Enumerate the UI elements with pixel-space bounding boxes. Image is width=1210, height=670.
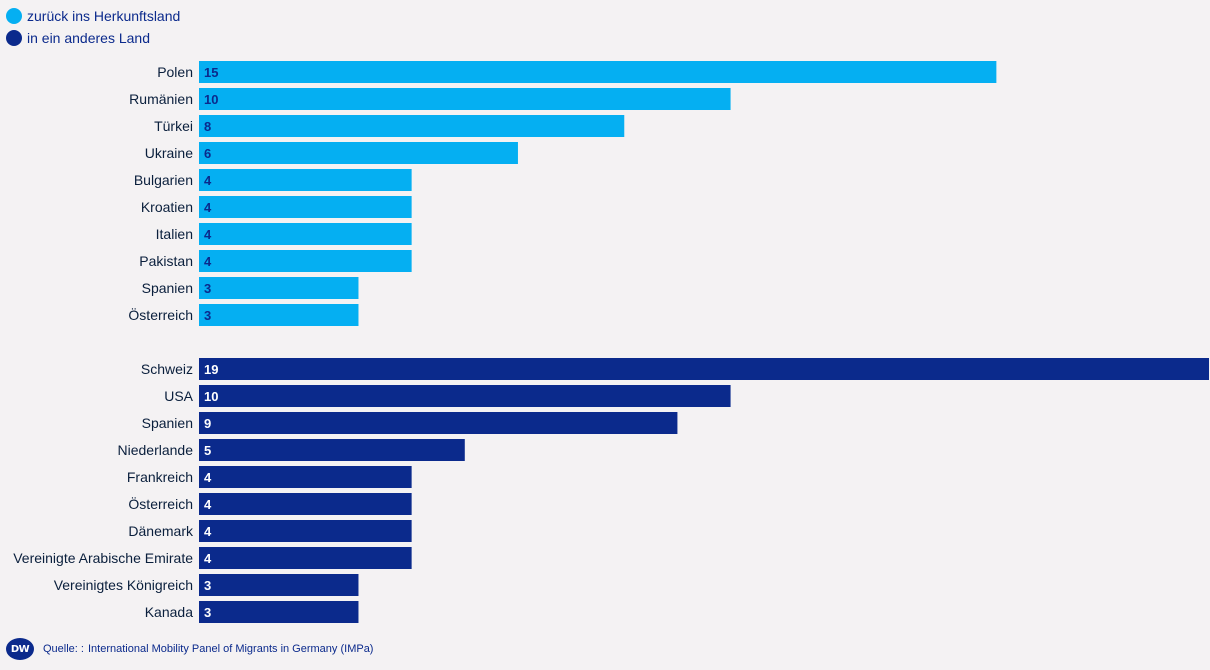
bar-ukraine	[199, 142, 518, 164]
category-label-schweiz: Schweiz	[141, 361, 193, 377]
bar-niederlande	[199, 439, 465, 461]
bar-rumänien	[199, 88, 731, 110]
category-label-ukraine: Ukraine	[145, 145, 193, 161]
value-label-schweiz: 19	[204, 362, 218, 377]
value-label-spanien: 9	[204, 416, 211, 431]
value-label-niederlande: 5	[204, 443, 211, 458]
bar-spanien	[199, 412, 678, 434]
value-label-frankreich: 4	[204, 470, 212, 485]
value-label-usa: 10	[204, 389, 218, 404]
value-label-türkei: 8	[204, 119, 211, 134]
value-label-kanada: 3	[204, 605, 211, 620]
value-label-vereinigte-arabische-emirate: 4	[204, 551, 212, 566]
bar-usa	[199, 385, 731, 407]
category-label-österreich: Österreich	[128, 495, 193, 512]
value-label-pakistan: 4	[204, 254, 212, 269]
bar-vereinigtes-königreich	[199, 574, 359, 596]
category-label-polen: Polen	[157, 64, 193, 80]
category-label-dänemark: Dänemark	[128, 523, 194, 539]
category-label-rumänien: Rumänien	[129, 91, 193, 107]
value-label-italien: 4	[204, 227, 212, 242]
category-label-italien: Italien	[156, 226, 193, 242]
legend-label-other: in ein anderes Land	[27, 30, 150, 46]
source-text: International Mobility Panel of Migrants…	[87, 643, 374, 655]
dw-logo: DW	[6, 638, 34, 660]
bar-österreich	[199, 304, 359, 326]
bar-türkei	[199, 115, 625, 137]
value-label-österreich: 3	[204, 308, 211, 323]
value-label-spanien: 3	[204, 281, 211, 296]
category-label-kroatien: Kroatien	[141, 199, 193, 215]
category-label-bulgarien: Bulgarien	[134, 172, 193, 188]
category-label-türkei: Türkei	[154, 118, 193, 134]
bar-kroatien	[199, 196, 412, 218]
bar-polen	[199, 61, 997, 83]
value-label-österreich: 4	[204, 497, 212, 512]
bar-frankreich	[199, 466, 412, 488]
value-label-bulgarien: 4	[204, 173, 212, 188]
category-label-pakistan: Pakistan	[139, 253, 193, 269]
source-label: Quelle: :	[43, 643, 84, 655]
category-label-frankreich: Frankreich	[127, 469, 193, 485]
category-label-spanien: Spanien	[142, 415, 193, 431]
bar-kanada	[199, 601, 359, 623]
bar-schweiz	[199, 358, 1209, 380]
bar-chart: Polen 15 Rumänien 10 Türkei 8 Ukraine 6 Bulgarie…	[13, 61, 1209, 623]
value-label-vereinigtes-königreich: 3	[204, 578, 211, 593]
value-label-polen: 15	[204, 65, 218, 80]
bar-österreich	[199, 493, 412, 515]
category-label-usa: USA	[164, 388, 193, 404]
legend-item-return: zurück ins Herkunftsland	[6, 5, 180, 27]
value-label-kroatien: 4	[204, 200, 212, 215]
legend-swatch-other	[6, 30, 22, 46]
category-label-kanada: Kanada	[145, 604, 193, 620]
legend-label-return: zurück ins Herkunftsland	[27, 8, 181, 24]
bar-italien	[199, 223, 412, 245]
bar-spanien	[199, 277, 359, 299]
legend-swatch-return	[6, 8, 22, 24]
legend: zurück ins Herkunftsland in ein anderes …	[6, 5, 180, 49]
category-label-spanien: Spanien	[142, 280, 193, 296]
footer: DW Quelle: : International Mobility Pane…	[6, 638, 373, 660]
value-label-ukraine: 6	[204, 146, 211, 161]
bar-vereinigte-arabische-emirate	[199, 547, 412, 569]
bar-pakistan	[199, 250, 412, 272]
bar-dänemark	[199, 520, 412, 542]
bar-bulgarien	[199, 169, 412, 191]
category-label-vereinigte-arabische-emirate: Vereinigte Arabische Emirate	[13, 550, 193, 566]
value-label-rumänien: 10	[204, 92, 218, 107]
category-label-österreich: Österreich	[128, 306, 193, 323]
legend-item-other: in ein anderes Land	[6, 27, 180, 49]
category-label-niederlande: Niederlande	[118, 442, 194, 458]
category-label-vereinigtes-königreich: Vereinigtes Königreich	[54, 577, 193, 593]
value-label-dänemark: 4	[204, 524, 212, 539]
